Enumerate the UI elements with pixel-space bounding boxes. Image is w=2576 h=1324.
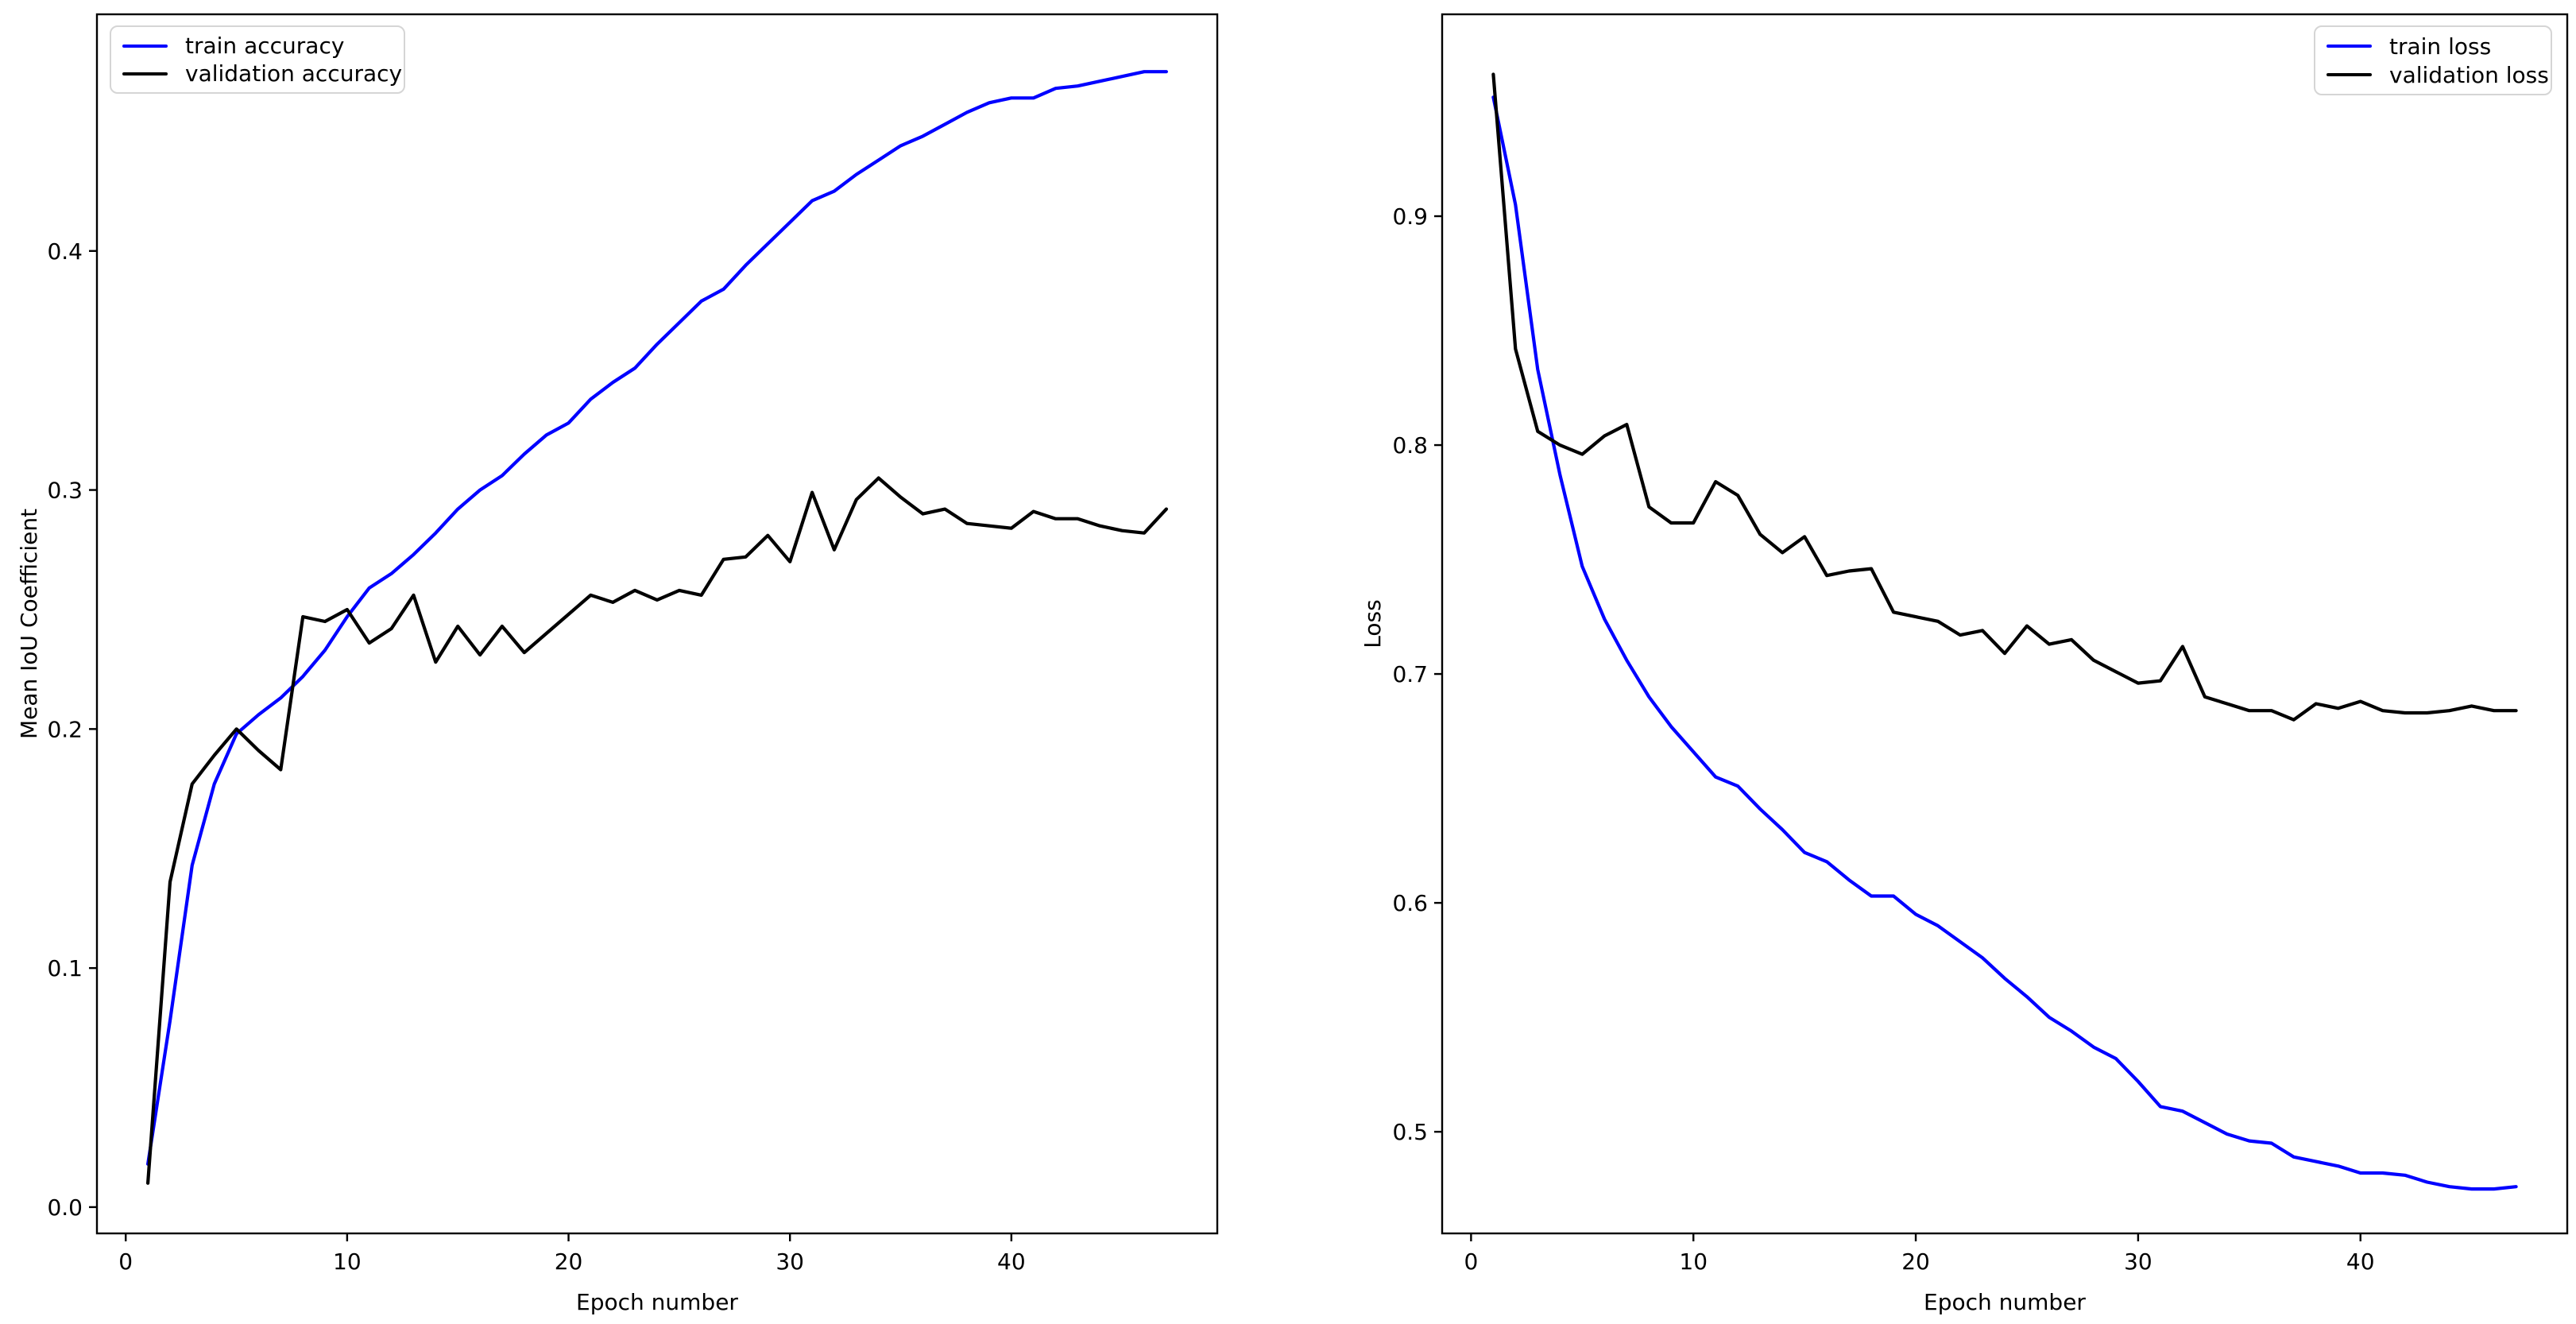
legend-label: validation accuracy: [185, 60, 403, 87]
train-accuracy-line: [146, 70, 1168, 1166]
x-tick-label: 10: [333, 1249, 362, 1275]
plot-frame: [1441, 13, 2569, 1235]
left-chart: 0 10 20 30 40 0.0 0.1 0.2 0.3 0.4 Epoch number Mean…: [16, 13, 1219, 1315]
line-swatch-icon: [122, 72, 168, 75]
validation-accuracy-line: [146, 476, 1168, 1185]
x-tick-label: 20: [555, 1249, 583, 1275]
y-tick-label: 0.9: [1392, 203, 1428, 230]
train-loss-line: [1491, 95, 2518, 1191]
x-tick-label: 30: [2124, 1249, 2152, 1275]
x-tick-label: 30: [776, 1249, 804, 1275]
left-chart-legend: train accuracy validation accuracy: [110, 25, 405, 94]
y-tick-label: 0.5: [1392, 1119, 1428, 1145]
x-tick-label: 10: [1679, 1249, 1708, 1275]
y-axis-label: Loss: [1360, 599, 1386, 648]
x-tick-label: 0: [118, 1249, 133, 1275]
legend-label: validation loss: [2389, 61, 2549, 88]
y-tick-label: 0.1: [47, 955, 83, 981]
validation-loss-line: [1491, 72, 2518, 722]
plot-frame: [95, 13, 1219, 1235]
x-tick-label: 0: [1464, 1249, 1478, 1275]
y-tick-label: 0.2: [47, 716, 83, 742]
legend-item-train-accuracy: train accuracy: [122, 32, 393, 60]
y-axis-label: Mean IoU Coefficient: [16, 509, 42, 739]
y-tick-label: 0.0: [47, 1194, 83, 1221]
right-chart: 0 10 20 30 40 0.5 0.6 0.7 0.8 0.9 Epoch number Loss: [1360, 13, 2569, 1315]
legend-item-validation-loss: validation loss: [2327, 60, 2549, 89]
x-tick-label: 20: [1901, 1249, 1930, 1275]
legend-label: train accuracy: [185, 33, 345, 59]
legend-label: train loss: [2389, 33, 2492, 60]
line-swatch-icon: [2327, 73, 2372, 76]
y-tick-label: 0.6: [1392, 890, 1428, 916]
y-tick-label: 0.7: [1392, 661, 1428, 687]
legend-item-validation-accuracy: validation accuracy: [122, 60, 402, 87]
right-chart-legend: train loss validation loss: [2314, 25, 2552, 95]
x-tick-label: 40: [997, 1249, 1026, 1275]
legend-item-train-loss: train loss: [2327, 32, 2539, 60]
line-swatch-icon: [122, 44, 168, 48]
y-tick-label: 0.3: [47, 478, 83, 504]
x-tick-label: 40: [2346, 1249, 2375, 1275]
x-axis-label: Epoch number: [576, 1289, 738, 1315]
x-axis-label: Epoch number: [1924, 1289, 2086, 1315]
y-tick-label: 0.4: [47, 238, 83, 265]
y-tick-label: 0.8: [1392, 432, 1428, 459]
line-swatch-icon: [2327, 45, 2372, 48]
